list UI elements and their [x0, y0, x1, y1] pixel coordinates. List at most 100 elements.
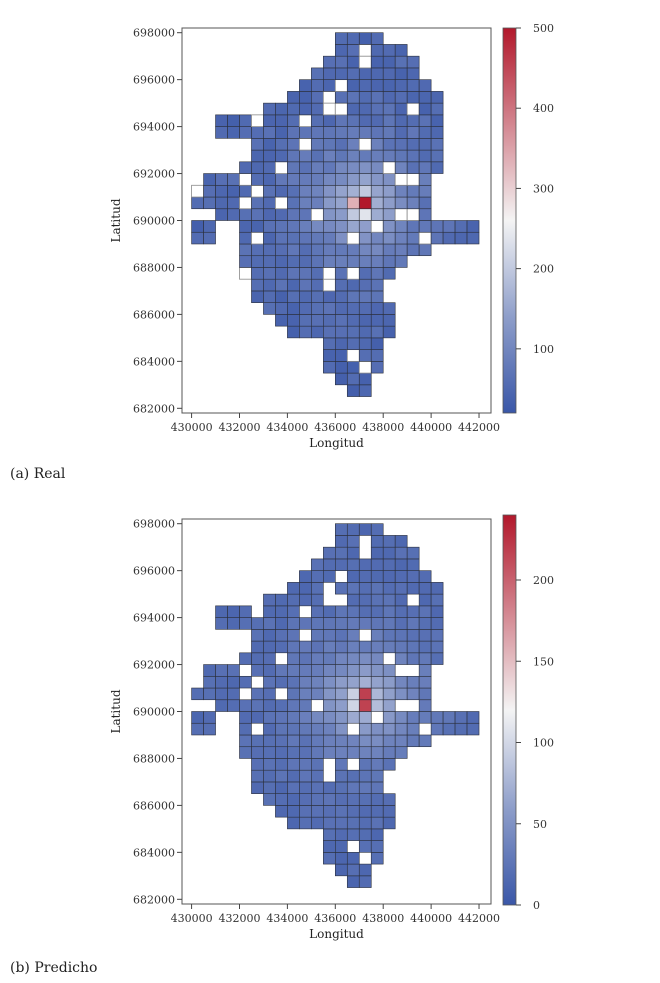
map-cell — [406, 126, 420, 139]
y-tick-label: 684000 — [133, 846, 175, 859]
map-cell — [263, 617, 276, 630]
map-cell — [370, 220, 384, 233]
map-cell — [334, 278, 348, 292]
map-cell — [394, 44, 408, 57]
map-cell — [358, 605, 372, 618]
map-cell — [287, 617, 300, 630]
map-cell — [358, 44, 372, 57]
map-cell — [418, 570, 432, 583]
map-cell — [370, 722, 384, 736]
map-cell — [299, 278, 312, 292]
map-cell — [370, 102, 384, 116]
map-cell — [406, 149, 420, 163]
map-cell — [263, 687, 276, 701]
y-tick-label: 686000 — [133, 799, 175, 812]
map-cell — [406, 570, 420, 583]
heatmap-predicted: 430000 432000 434000 436000 438000 440000 4420… — [109, 514, 554, 941]
map-cell — [382, 711, 396, 724]
map-cell — [227, 114, 240, 127]
map-cell — [323, 816, 336, 830]
map-cell — [406, 243, 420, 257]
map-cell — [382, 570, 396, 583]
map-cell — [263, 781, 276, 794]
map-cell — [346, 231, 360, 245]
y-tick-label: 692000 — [133, 168, 175, 181]
map-cell — [287, 640, 300, 654]
map-cell — [358, 325, 372, 339]
map-cell — [418, 687, 432, 701]
map-cell — [299, 161, 312, 174]
map-cell — [287, 231, 300, 245]
map-cell — [275, 220, 288, 233]
map-cell — [370, 629, 384, 642]
map-cell — [346, 570, 360, 583]
map-cell — [311, 290, 324, 303]
map-cell — [382, 44, 396, 57]
map-cell — [394, 746, 408, 759]
map-cell — [346, 734, 360, 748]
map-cell — [346, 278, 360, 292]
map-cell — [323, 349, 336, 362]
map-cell — [346, 314, 360, 327]
map-cell — [239, 734, 252, 748]
y-tick-label: 698000 — [133, 518, 175, 531]
caption-real: (a) Real — [10, 466, 66, 482]
map-cell — [227, 605, 240, 618]
map-cell — [430, 149, 444, 163]
map-cell — [358, 863, 372, 877]
map-cell — [323, 617, 336, 630]
map-cell — [299, 325, 312, 339]
map-cell — [346, 875, 360, 888]
heatmap-real: 430000 432000 434000 436000 438000 440000 4420… — [109, 22, 554, 450]
map-cell — [263, 138, 276, 151]
map-cell — [263, 196, 276, 210]
map-cell — [275, 267, 288, 280]
map-cell — [358, 664, 372, 677]
map-cell — [299, 91, 312, 104]
map-cell — [263, 267, 276, 280]
map-cell — [334, 863, 348, 877]
x-axis-label: Longitud — [309, 436, 364, 450]
map-cell — [382, 617, 396, 630]
map-cell — [430, 91, 444, 104]
map-cell — [311, 664, 324, 677]
map-cell — [299, 793, 312, 806]
map-cell — [299, 722, 312, 736]
map-cell — [191, 687, 204, 701]
map-cell — [406, 582, 420, 595]
map-cell — [394, 243, 408, 257]
map-cell — [251, 278, 264, 292]
map-cell — [382, 734, 396, 748]
map-cell — [370, 290, 384, 303]
map-cell — [358, 746, 372, 759]
map-cell — [346, 535, 360, 548]
map-cell — [370, 664, 384, 677]
map-cell — [239, 126, 252, 139]
map-cell — [323, 196, 336, 210]
map-cell — [311, 255, 324, 268]
map-cell — [346, 55, 360, 69]
map-cell — [322, 278, 336, 292]
map-cell — [358, 734, 372, 748]
map-cell — [323, 302, 336, 315]
map-cell — [346, 138, 360, 151]
map-cell — [346, 805, 360, 818]
map-cell — [358, 290, 372, 303]
map-cell — [311, 220, 324, 233]
y-axis-label: Latitud — [109, 689, 123, 733]
x-axis-label: Longitud — [309, 927, 364, 941]
map-cell — [370, 793, 384, 806]
map-cell — [370, 149, 384, 163]
map-cell — [394, 138, 408, 151]
map-cell — [203, 722, 216, 736]
map-cell — [418, 605, 432, 618]
map-cell — [418, 149, 432, 163]
map-cell — [275, 102, 288, 116]
map-cell — [358, 137, 372, 151]
map-cell — [311, 184, 324, 198]
map-cell — [263, 664, 276, 677]
map-cell — [406, 629, 420, 642]
map-cell — [311, 758, 324, 771]
map-cell — [311, 793, 324, 806]
map-cell — [334, 67, 348, 80]
